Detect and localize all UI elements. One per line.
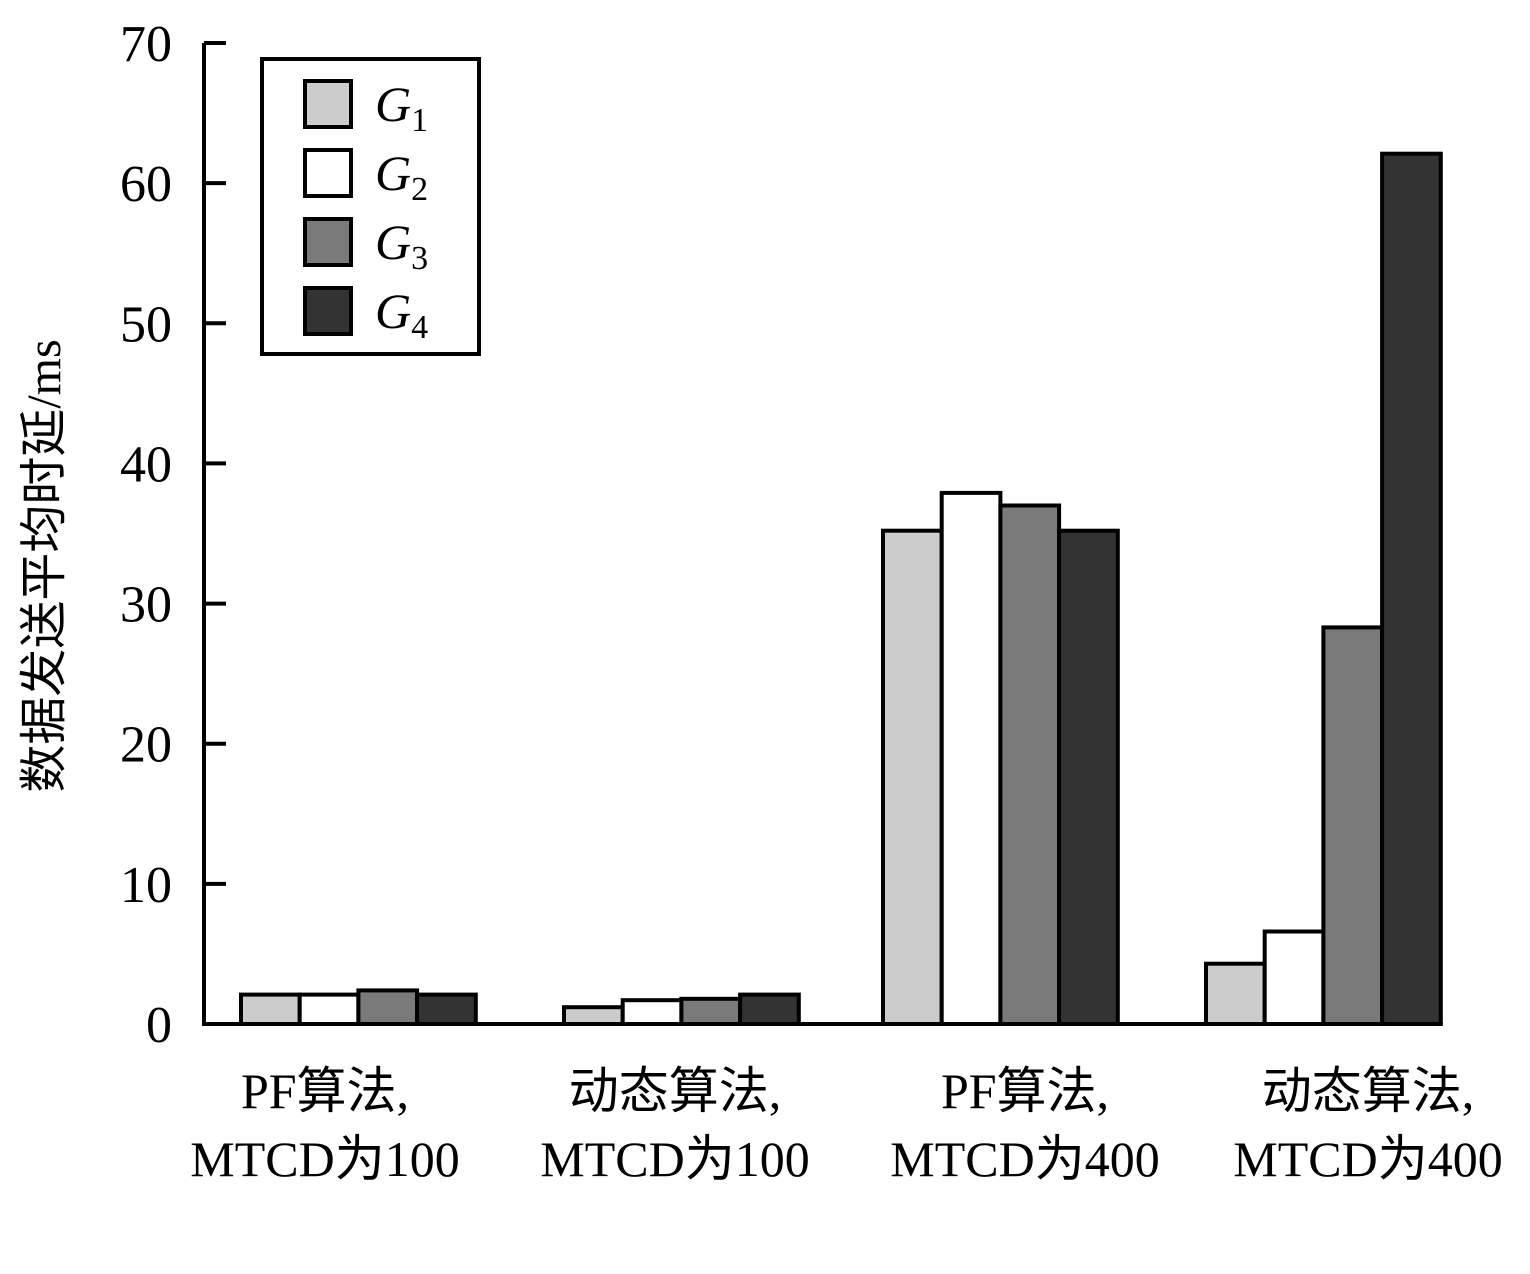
y-tick-label: 10 xyxy=(120,857,172,914)
legend-entry-subscript: 4 xyxy=(411,309,428,346)
y-axis-label: 数据发送平均时延/ms xyxy=(18,339,71,792)
x-category-label: MTCD为400 xyxy=(1233,1131,1502,1187)
bar-series2-category1 xyxy=(297,992,361,1026)
bar-series4-category3 xyxy=(1057,528,1120,1026)
bar-series3-category2 xyxy=(679,996,743,1026)
x-category-label: 动态算法, xyxy=(569,1063,782,1119)
bar-series2-category2 xyxy=(620,998,684,1027)
x-category-label: MTCD为400 xyxy=(890,1131,1159,1187)
bar-series1-category1 xyxy=(239,992,302,1026)
legend-entry-subscript: 2 xyxy=(411,171,428,208)
legend-swatch xyxy=(303,217,353,267)
bar-series2-category3 xyxy=(939,490,1003,1026)
legend-swatch xyxy=(303,148,353,198)
x-category-label: 动态算法, xyxy=(1262,1063,1475,1119)
x-category-label: PF算法, xyxy=(241,1063,409,1119)
y-tick-label: 60 xyxy=(120,156,172,213)
bar-series1-category4 xyxy=(1204,961,1267,1027)
category-labels-group: PF算法, MTCD为100 动态算法, MTCD为100 PF算法, MTCD为400 动… xyxy=(190,1063,1502,1187)
bar-series3-category4 xyxy=(1321,625,1385,1027)
legend-entry-label: G4 xyxy=(375,283,428,346)
bar-series1-category3 xyxy=(881,528,944,1026)
x-category-label: MTCD为100 xyxy=(190,1131,459,1187)
legend-entry-subscript: 3 xyxy=(411,240,428,277)
x-category-label: PF算法, xyxy=(941,1063,1109,1119)
bar-series4-category4 xyxy=(1380,151,1443,1026)
bar-series2-category4 xyxy=(1262,929,1326,1026)
x-category-label: MTCD为100 xyxy=(540,1131,809,1187)
legend-box xyxy=(260,57,481,356)
legend-entry-subscript: 1 xyxy=(411,102,428,139)
legend-swatch xyxy=(303,79,353,129)
y-tick-label: 0 xyxy=(146,997,172,1054)
y-tick-label: 30 xyxy=(120,577,172,634)
y-tick-label: 50 xyxy=(120,296,172,353)
y-tick-label: 40 xyxy=(120,436,172,493)
y-axis-label-group: 数据发送平均时延/ms xyxy=(18,339,71,792)
legend-swatch xyxy=(303,286,353,336)
bar-series3-category1 xyxy=(356,988,420,1027)
y-tick-label: 70 xyxy=(120,16,172,73)
bars-group xyxy=(239,151,1443,1027)
axes-group xyxy=(202,43,1443,1026)
y-ticks-group: 0 10 20 30 40 50 60 70 xyxy=(120,16,226,1054)
bar-series3-category3 xyxy=(998,503,1062,1026)
bar-series4-category1 xyxy=(415,992,478,1026)
bar-series1-category2 xyxy=(562,1005,625,1027)
bar-series4-category2 xyxy=(738,992,801,1026)
y-tick-label: 20 xyxy=(120,717,172,774)
